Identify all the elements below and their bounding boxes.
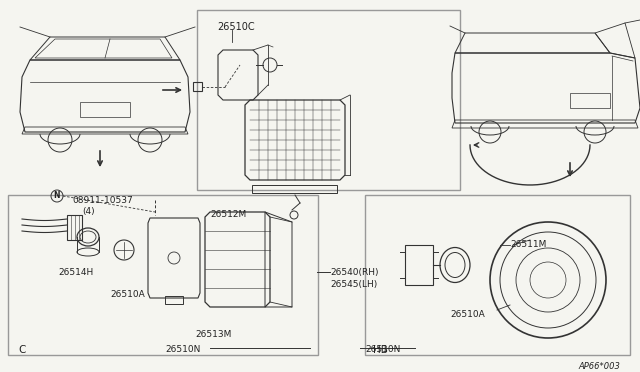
Bar — [193, 82, 202, 91]
Bar — [405, 245, 433, 285]
Text: 26510N: 26510N — [365, 345, 401, 354]
Text: HB: HB — [373, 345, 388, 355]
Text: (4): (4) — [82, 207, 95, 216]
Text: 26545(LH): 26545(LH) — [330, 280, 377, 289]
Text: 26510N: 26510N — [165, 345, 200, 354]
Text: AP66*003: AP66*003 — [578, 362, 620, 371]
Text: C: C — [18, 345, 26, 355]
Text: 08911-10537: 08911-10537 — [72, 196, 132, 205]
Text: 26540(RH): 26540(RH) — [330, 268, 378, 277]
Bar — [197, 10, 460, 190]
Text: 26514H: 26514H — [58, 268, 93, 277]
Text: 26513M: 26513M — [195, 330, 232, 339]
Text: 26512M: 26512M — [210, 210, 246, 219]
Text: 26510C: 26510C — [217, 22, 255, 32]
Bar — [365, 195, 630, 355]
Text: 26510A: 26510A — [110, 290, 145, 299]
Text: 26510A: 26510A — [450, 310, 484, 319]
Text: 26511M: 26511M — [510, 240, 547, 249]
Bar — [8, 195, 318, 355]
Bar — [252, 185, 337, 193]
Text: N: N — [54, 192, 60, 201]
